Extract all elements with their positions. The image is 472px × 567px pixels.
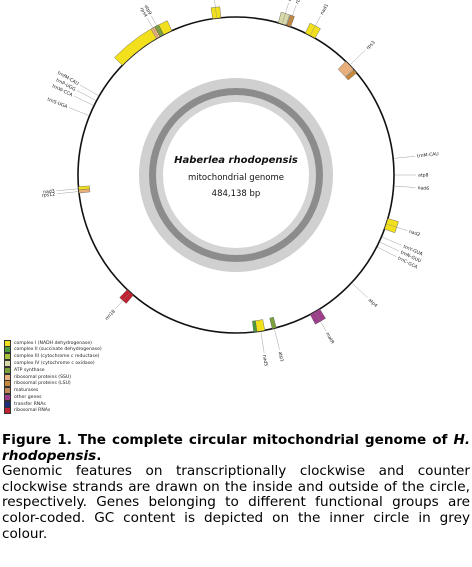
gene-label-rrn18: rrn18 bbox=[104, 309, 117, 322]
genome-type: mitochondrial genome bbox=[188, 173, 284, 183]
label-leader-trnP-UGG bbox=[76, 90, 96, 101]
gene-label-atp1: atp1 bbox=[277, 351, 285, 363]
gene-label-rps4: rps4 bbox=[138, 7, 148, 19]
caption-heading-end: . bbox=[96, 447, 102, 464]
gene-block-atp1 bbox=[269, 316, 277, 330]
label-leader-nad6 bbox=[394, 185, 416, 188]
legend-item-cob: complex III (cytochrome c reductase) bbox=[4, 353, 164, 361]
label-leader-rps3 bbox=[350, 49, 366, 65]
legend-swatch-oth bbox=[4, 393, 11, 401]
label-leader-trnfM-CAU bbox=[80, 84, 99, 96]
caption-heading: Figure 1. The complete circular mitochon… bbox=[2, 432, 454, 448]
legend-item-rps: ribosomal proteins (SSU) bbox=[4, 373, 164, 381]
legend-label-mat: maturases bbox=[14, 388, 39, 394]
legend-label-cob: complex III (cytochrome c reductase) bbox=[14, 354, 100, 360]
legend: complex I (NADH dehydrogenase) complex II… bbox=[4, 339, 164, 415]
gene-label-nad3: nad3 bbox=[43, 188, 55, 195]
label-leader-rrn18 bbox=[115, 293, 130, 309]
label-leader-nad3 bbox=[56, 188, 78, 191]
label-leader-trnS-UGA bbox=[69, 107, 89, 116]
label-leader-trnN-GUU bbox=[380, 242, 400, 252]
gene-label-atp8: atp8 bbox=[418, 173, 429, 179]
label-leader-atp9 bbox=[151, 15, 162, 35]
genome-map: nad4atp9rps4cox3rpl5nad1rps3trnM-CAUatp8… bbox=[42, 0, 439, 367]
figure-caption: Figure 1. The complete circular mitochon… bbox=[2, 432, 470, 542]
legend-label-atp: ATP synthase bbox=[14, 367, 45, 373]
gene-label-trnS-UGA: trnS-UGA bbox=[46, 97, 69, 111]
gene-label-rps3: rps3 bbox=[365, 40, 377, 51]
legend-item-oth: other genes bbox=[4, 393, 164, 401]
gene-label-nad1: nad1 bbox=[319, 3, 330, 16]
legend-label-cox: complex IV (cytochrome c oxidase) bbox=[14, 360, 95, 366]
label-leader-nad5 bbox=[260, 332, 265, 353]
legend-label-rps: ribosomal proteins (SSU) bbox=[14, 374, 72, 380]
legend-item-atp: ATP synthase bbox=[4, 366, 164, 374]
gene-label-atp9: atp9 bbox=[143, 4, 153, 16]
legend-label-rrn: ribosomal RNAs bbox=[14, 408, 51, 414]
legend-label-trn: transfer RNAs bbox=[14, 401, 46, 407]
gene-label-cox3: cox3 bbox=[287, 0, 296, 2]
legend-label-sdh: complex II (succinate dehydrogenase) bbox=[14, 347, 102, 353]
label-leader-rpl5 bbox=[288, 5, 297, 26]
gene-block-rpl16 bbox=[345, 69, 357, 81]
label-leader-trnC-GCA bbox=[377, 247, 397, 257]
gene-label-matR: matR bbox=[324, 331, 336, 345]
legend-swatch-trn bbox=[4, 400, 11, 408]
caption-species: H. rhodopensis bbox=[2, 432, 470, 464]
legend-swatch-cob bbox=[4, 353, 11, 361]
legend-swatch-sdh bbox=[4, 346, 11, 354]
legend-swatch-atp bbox=[4, 366, 11, 374]
legend-item-rpl: ribosomal proteins (LSU) bbox=[4, 380, 164, 388]
legend-item-rrn: ribosomal RNAs bbox=[4, 407, 164, 415]
legend-swatch-rps bbox=[4, 373, 11, 381]
genome-backbone-circle bbox=[77, 16, 395, 334]
gene-block-rps12 bbox=[78, 188, 91, 194]
genome-name: Haberlea rhodopensis bbox=[174, 155, 298, 166]
legend-item-trn: transfer RNAs bbox=[4, 400, 164, 408]
label-leader-trnY-GUA bbox=[382, 236, 402, 246]
legend-label-oth: other genes bbox=[14, 394, 42, 400]
gene-label-nad2: nad2 bbox=[408, 229, 421, 238]
legend-swatch-cox bbox=[4, 359, 11, 367]
legend-item-nad: complex I (NADH dehydrogenase) bbox=[4, 339, 164, 347]
label-leader-nad2 bbox=[387, 223, 408, 231]
legend-label-rpl: ribosomal proteins (LSU) bbox=[14, 381, 71, 387]
label-leader-trnM-CAU bbox=[394, 155, 416, 159]
label-leader-nad4 bbox=[214, 0, 217, 18]
gene-block-sdh4 bbox=[252, 320, 258, 333]
label-leader-cox3 bbox=[282, 2, 289, 24]
legend-swatch-rrn bbox=[4, 407, 11, 415]
gene-label-atp4: atp4 bbox=[367, 297, 379, 309]
label-leader-nad1 bbox=[310, 15, 321, 35]
gene-labels: nad4atp9rps4cox3rpl5nad1rps3trnM-CAUatp8… bbox=[42, 0, 439, 367]
legend-label-nad: complex I (NADH dehydrogenase) bbox=[14, 340, 92, 346]
legend-item-cox: complex IV (cytochrome c oxidase) bbox=[4, 359, 164, 367]
legend-item-sdh: complex II (succinate dehydrogenase) bbox=[4, 346, 164, 354]
center-disc bbox=[163, 102, 309, 248]
gene-label-rpl5: rpl5 bbox=[294, 0, 303, 5]
legend-item-mat: maturases bbox=[4, 387, 164, 395]
genome-length: 484,138 bp bbox=[212, 189, 261, 199]
label-leader-rps4 bbox=[147, 18, 158, 37]
gene-label-trnM-CAU: trnM-CAU bbox=[417, 151, 439, 159]
legend-swatch-nad bbox=[4, 339, 11, 347]
label-leader-rps12 bbox=[56, 191, 78, 195]
label-leader-matR bbox=[315, 312, 327, 331]
caption-body: Genomic features on transcriptionally cl… bbox=[2, 463, 470, 542]
label-leader-trnW-CCA bbox=[74, 95, 94, 106]
label-leader-atp1 bbox=[274, 329, 280, 350]
gene-label-rps12: rps12 bbox=[42, 192, 56, 199]
gene-block-rps3 bbox=[337, 61, 354, 77]
gene-label-nad5: nad5 bbox=[261, 354, 269, 366]
legend-swatch-mat bbox=[4, 387, 11, 395]
gene-label-nad6: nad6 bbox=[417, 185, 429, 192]
label-leader-atp4 bbox=[352, 283, 368, 298]
gene-block-nad7 bbox=[114, 20, 173, 66]
legend-swatch-rpl bbox=[4, 380, 11, 388]
